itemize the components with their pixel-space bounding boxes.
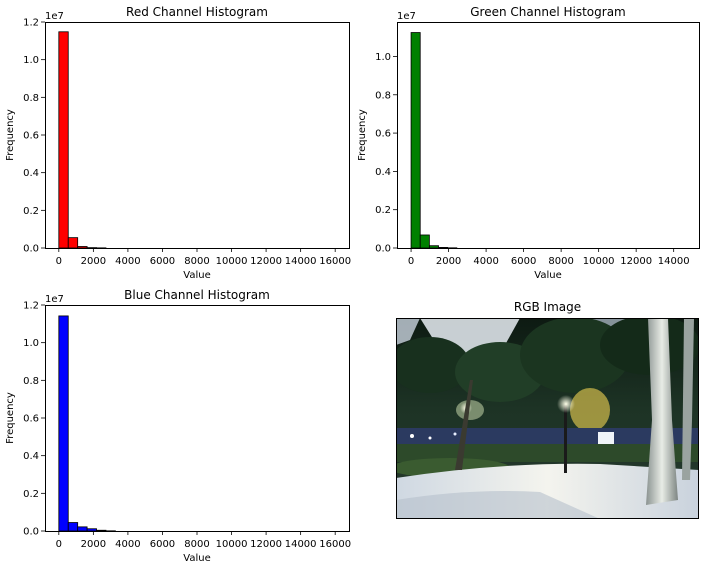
- x-tick-label: 14000: [285, 539, 317, 550]
- y-offset-label: 1e7: [45, 11, 64, 22]
- x-axis-label: Value: [534, 270, 561, 281]
- x-tick-label: 6000: [150, 256, 175, 267]
- y-axis-label: Frequency: [357, 109, 368, 161]
- x-tick-label: 8000: [184, 256, 209, 267]
- blue-histogram: 0 2000 4000 6000 8000 10000 12000 14000 16000 0.0…: [5, 288, 351, 564]
- y-tick-label: 1.2: [23, 301, 39, 312]
- x-tick-label: 0: [56, 256, 62, 267]
- histogram-bar: [410, 32, 421, 249]
- histogram-bar: [428, 245, 439, 249]
- y-tick-label: 0.6: [23, 131, 39, 142]
- y-tick-label: 0.8: [375, 90, 391, 101]
- y-axis-label: Frequency: [5, 109, 16, 161]
- y-tick-label: 0.6: [375, 129, 391, 140]
- y-tick-label: 1.2: [23, 18, 39, 29]
- y-tick-label: 1.0: [23, 338, 39, 349]
- y-tick-label: 0.2: [375, 205, 391, 216]
- x-tick-label: 10000: [216, 539, 248, 550]
- green-histogram: 0 2000 4000 6000 8000 10000 12000 14000 0.0 0.2 0.…: [357, 5, 700, 281]
- y-tick-label: 0.2: [23, 489, 39, 500]
- y-tick-label: 0.4: [375, 167, 391, 178]
- x-axis-label: Value: [183, 270, 210, 281]
- chart-title: Green Channel Histogram: [470, 5, 625, 19]
- y-tick-label: 0.4: [23, 168, 39, 179]
- y-tick-label: 0.2: [23, 206, 39, 217]
- x-tick-label: 2000: [81, 539, 106, 550]
- histogram-bar: [419, 234, 430, 249]
- y-offset-label: 1e7: [397, 11, 416, 22]
- histogram-bar: [86, 528, 97, 532]
- x-tick-label: 2000: [81, 256, 106, 267]
- histogram-bar: [96, 529, 107, 532]
- x-tick-label: 16000: [319, 256, 351, 267]
- axes-frame: [397, 22, 700, 249]
- x-tick-label: 0: [56, 539, 62, 550]
- y-tick-label: 0.0: [23, 527, 39, 538]
- rgb-image: [396, 318, 699, 519]
- y-tick-label: 0.4: [23, 451, 39, 462]
- x-tick-label: 4000: [473, 256, 498, 267]
- rgb-image-panel: RGB Image: [396, 300, 699, 519]
- axes-frame: [45, 305, 350, 532]
- x-tick-label: 8000: [184, 539, 209, 550]
- x-axis-label: Value: [183, 553, 210, 564]
- red-histogram: 0 2000 4000 6000 8000 10000 12000 14000 16000 0.0…: [5, 5, 351, 281]
- x-tick-label: 12000: [620, 256, 652, 267]
- chart-title: Blue Channel Histogram: [124, 288, 270, 302]
- histogram-bar: [77, 246, 88, 249]
- y-tick-label: 0.8: [23, 376, 39, 387]
- y-tick-label: 0.6: [23, 414, 39, 425]
- y-offset-label: 1e7: [45, 294, 64, 305]
- x-tick-label: 14000: [658, 256, 690, 267]
- x-tick-label: 4000: [115, 256, 140, 267]
- histogram-bar: [438, 247, 449, 249]
- x-tick-label: 8000: [548, 256, 573, 267]
- image-title: RGB Image: [514, 300, 581, 314]
- histogram-bar: [58, 315, 69, 532]
- y-tick-label: 1.0: [375, 52, 391, 63]
- x-tick-label: 10000: [216, 256, 248, 267]
- histogram-bar: [77, 526, 88, 532]
- histogram-bar: [67, 237, 79, 249]
- x-tick-label: 2000: [436, 256, 461, 267]
- axes-frame: [45, 22, 350, 249]
- chart-title: Red Channel Histogram: [126, 5, 268, 19]
- x-tick-label: 6000: [150, 539, 175, 550]
- y-tick-label: 1.0: [23, 55, 39, 66]
- x-tick-label: 0: [408, 256, 414, 267]
- x-tick-label: 12000: [250, 256, 282, 267]
- x-tick-label: 14000: [285, 256, 317, 267]
- x-tick-label: 12000: [250, 539, 282, 550]
- y-tick-label: 0.0: [375, 244, 391, 255]
- histogram-bar: [67, 522, 79, 532]
- x-tick-label: 4000: [115, 539, 140, 550]
- y-tick-label: 0.8: [23, 93, 39, 104]
- x-tick-label: 6000: [511, 256, 536, 267]
- x-tick-label: 10000: [583, 256, 615, 267]
- y-axis-label: Frequency: [5, 392, 16, 444]
- y-tick-label: 0.0: [23, 244, 39, 255]
- x-tick-label: 16000: [319, 539, 351, 550]
- histogram-bar: [58, 31, 69, 249]
